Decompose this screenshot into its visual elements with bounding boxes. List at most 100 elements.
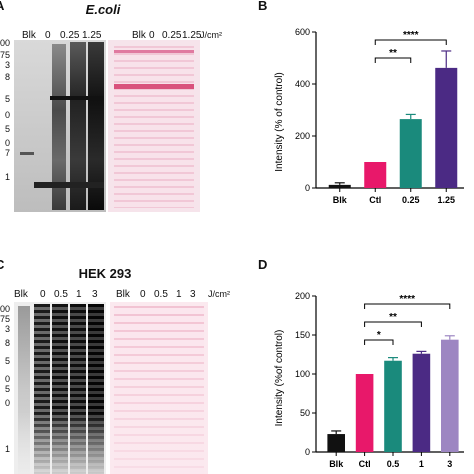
marker-label: 5 <box>4 356 10 366</box>
bar-chart-d: Intensity (%of control) 0 50 100 150 200 Blk C… <box>274 291 464 469</box>
y-tick-label: 600 <box>295 27 310 37</box>
significance-bracket <box>364 303 451 309</box>
y-tick-label: 400 <box>295 79 310 89</box>
y-tick-label: 50 <box>300 408 310 418</box>
lane-label: 0 <box>40 289 46 300</box>
marker-label: 00 <box>0 38 10 48</box>
marker-label: 8 <box>4 72 10 82</box>
bar <box>364 162 387 188</box>
ponceau-band <box>114 84 194 89</box>
x-tick-label: 1.25 <box>437 195 455 205</box>
ponceau-stain-a <box>108 40 200 212</box>
lane-label: 3 <box>92 289 98 300</box>
marker-label: 0 <box>4 374 10 384</box>
lane-label: Blk <box>14 289 28 300</box>
marker-label: 5 <box>4 384 10 394</box>
bar <box>435 67 458 188</box>
ponceau-lane-label: 0.25 <box>162 30 182 41</box>
y-axis-label: Intensity (% of control) <box>274 72 285 171</box>
marker-label: 7 <box>4 148 10 158</box>
lane-label: 1.25 <box>82 30 102 41</box>
ponceau-lane-label: Blk <box>116 289 130 300</box>
marker-label: 3 <box>4 324 10 334</box>
y-tick-label: 200 <box>295 131 310 141</box>
marker-label: 0 <box>4 398 10 408</box>
marker-label: 5 <box>4 94 10 104</box>
significance-label: ** <box>389 312 397 323</box>
marker-label: 1 <box>4 444 10 454</box>
y-axis-label: Intensity (%of control) <box>274 330 285 427</box>
bar <box>412 353 431 452</box>
lane-label: 0 <box>45 30 51 41</box>
marker-labels-a: 00 75 3 8 5 0 5 0 7 1 <box>0 38 14 218</box>
panel-letter-a: A <box>0 0 4 13</box>
x-tick-label: Ctl <box>359 459 371 469</box>
y-tick-label: 100 <box>295 369 310 379</box>
x-tick-label: 3 <box>447 459 452 469</box>
y-tick-label: 0 <box>305 447 310 457</box>
marker-labels-c: 00 75 3 8 5 0 5 0 1 <box>0 304 14 474</box>
gel-lane <box>88 42 104 210</box>
gel-lane <box>52 44 66 210</box>
marker-label: 3 <box>4 60 10 70</box>
y-tick-label: 0 <box>305 183 310 193</box>
marker-label: 00 <box>0 304 10 314</box>
lane-label: 1 <box>76 289 82 300</box>
significance-label: ** <box>389 48 397 59</box>
marker-label: 75 <box>0 50 10 60</box>
y-tick-label: 200 <box>295 291 310 301</box>
marker-label: 75 <box>0 314 10 324</box>
panel-letter-d: D <box>258 257 268 272</box>
marker-label: 5 <box>4 124 10 134</box>
ponceau-band <box>114 50 194 53</box>
ponceau-lane-label: 0 <box>140 289 146 300</box>
x-tick-label: 0.25 <box>402 195 420 205</box>
ponceau-fade <box>114 302 204 474</box>
unit-label: J/cm² <box>208 289 230 299</box>
panel-letter-b: B <box>258 0 268 13</box>
significance-label: **** <box>403 30 419 41</box>
ponceau-lanes <box>114 46 194 208</box>
bar <box>399 119 422 188</box>
marker-label: 8 <box>4 338 10 348</box>
gel-fade <box>14 412 106 474</box>
significance-label: * <box>377 330 381 341</box>
significance-bracket <box>364 321 422 327</box>
marker-label: 0 <box>4 110 10 120</box>
gel-band <box>50 96 104 100</box>
significance-bracket <box>374 57 412 63</box>
bar <box>327 434 346 452</box>
x-tick-label: Blk <box>329 459 344 469</box>
y-tick-label: 150 <box>295 330 310 340</box>
gel-title-ecoli: E.coli <box>85 2 121 17</box>
ponceau-lane-label: 0.5 <box>154 289 168 300</box>
significance-bracket <box>374 39 447 45</box>
significance-label: **** <box>399 294 415 305</box>
bar <box>440 339 459 452</box>
bar-chart-b: Intensity (% of control) 0 200 400 600 Blk Ct… <box>274 27 464 205</box>
gel-band <box>20 152 34 155</box>
panel-letter-c: C <box>0 257 4 272</box>
lane-label: 0.5 <box>54 289 68 300</box>
gel-band <box>34 182 104 188</box>
significance-bracket <box>364 339 394 345</box>
ponceau-lane-label: 3 <box>190 289 196 300</box>
gel-title-hek293: HEK 293 <box>78 266 132 281</box>
autoradiograph-c <box>14 302 106 474</box>
ponceau-lane-label: 1.25 <box>182 30 202 41</box>
ponceau-lane-label: Blk <box>132 30 146 41</box>
bar <box>384 360 402 452</box>
x-tick-label: 0.5 <box>387 459 400 469</box>
lane-label: Blk <box>22 30 36 41</box>
bar <box>355 374 374 452</box>
ponceau-lane-label: 1 <box>176 289 182 300</box>
gel-lane <box>70 42 86 210</box>
bar <box>328 184 351 188</box>
x-tick-label: Blk <box>333 195 348 205</box>
marker-label: 1 <box>4 172 10 182</box>
lane-label: 0.25 <box>60 30 80 41</box>
x-tick-label: Ctl <box>369 195 381 205</box>
unit-label: J/cm² <box>200 30 222 40</box>
autoradiograph-a <box>14 40 106 212</box>
marker-label: 0 <box>4 138 10 148</box>
